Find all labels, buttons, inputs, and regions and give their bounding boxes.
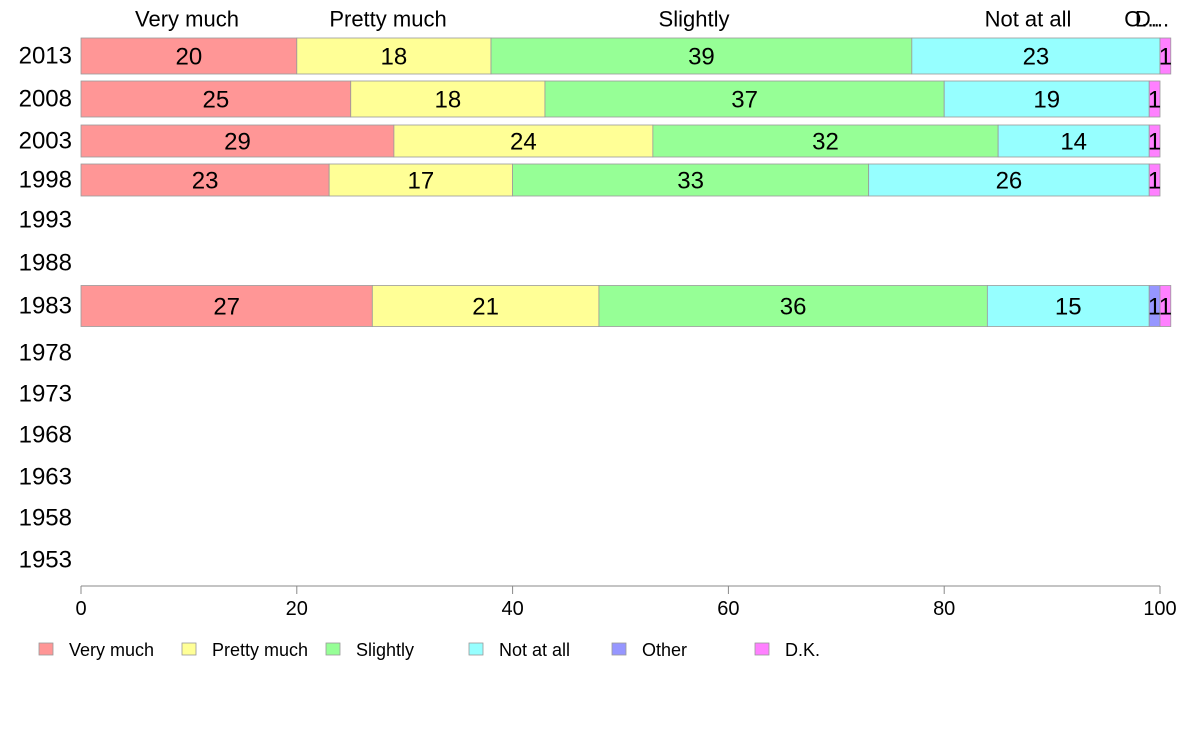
bar-segment <box>371 285 600 327</box>
bar-segment <box>80 285 373 327</box>
data-label: 17 <box>408 168 435 195</box>
y-tick-label: 1958 <box>19 505 72 532</box>
bar-segment <box>80 80 352 118</box>
bar-segment <box>80 37 298 75</box>
top-category-label: D... <box>1135 7 1169 32</box>
data-label: 19 <box>1033 87 1060 114</box>
bar-segment <box>1148 163 1161 197</box>
bar-segment <box>80 124 395 158</box>
data-label: 1 <box>1159 294 1172 321</box>
data-label: 27 <box>213 294 240 321</box>
data-label: 23 <box>1023 44 1050 71</box>
legend-swatch <box>38 642 54 656</box>
legend-label: D.K. <box>785 640 820 660</box>
data-label: 18 <box>381 44 408 71</box>
y-tick-label: 2013 <box>19 43 72 70</box>
data-label: 18 <box>435 87 462 114</box>
top-category-label: Very much <box>135 7 239 32</box>
legend: Very much Pretty much Slightly Not at all Ot… <box>38 640 820 660</box>
legend-label: Very much <box>69 640 154 660</box>
legend-swatch <box>754 642 770 656</box>
x-axis: 0 20 40 60 80 100 <box>75 585 1177 620</box>
data-label: 15 <box>1055 294 1082 321</box>
data-label: 32 <box>812 129 839 156</box>
legend-swatch <box>611 642 627 656</box>
y-tick-label: 1978 <box>19 340 72 367</box>
data-label: 14 <box>1060 129 1087 156</box>
y-tick-label: 1998 <box>19 167 72 194</box>
data-label: 1 <box>1148 294 1161 321</box>
legend-swatch <box>325 642 341 656</box>
bar-segment <box>1148 80 1161 118</box>
y-tick-label: 1988 <box>19 250 72 277</box>
bar-segment <box>997 124 1150 158</box>
bar-segment <box>328 163 514 197</box>
bar-segment <box>512 163 870 197</box>
y-axis: 2013 2008 2003 1998 1993 1988 1983 1978 1973 1968… <box>19 43 72 574</box>
y-tick-label: 2008 <box>19 86 72 113</box>
data-label: 33 <box>677 168 704 195</box>
data-label: 1 <box>1148 168 1161 195</box>
x-tick-label: 100 <box>1143 598 1176 620</box>
legend-label: Other <box>642 640 687 660</box>
bar-segment <box>490 37 913 75</box>
bar-segment <box>1148 124 1161 158</box>
bar-segment <box>868 163 1150 197</box>
y-tick-label: 1993 <box>19 207 72 234</box>
top-category-label: O... <box>1124 7 1159 32</box>
bar-segment <box>80 163 330 197</box>
data-label: 1 <box>1159 44 1172 71</box>
data-label: 36 <box>780 294 807 321</box>
bar-segment <box>652 124 999 158</box>
bar-segment <box>986 285 1150 327</box>
data-label: 23 <box>192 168 219 195</box>
bars: 20 18 39 23 1 25 18 37 19 1 29 24 32 14 1 23 17 33 26 1 27 21… <box>80 37 1172 327</box>
data-label: 1 <box>1148 129 1161 156</box>
legend-swatch <box>181 642 197 656</box>
data-label: 26 <box>996 168 1023 195</box>
data-label: 25 <box>203 87 230 114</box>
y-tick-label: 1968 <box>19 422 72 449</box>
legend-label: Slightly <box>356 640 414 660</box>
data-label: 37 <box>731 87 758 114</box>
x-tick-label: 60 <box>717 598 739 620</box>
legend-label: Not at all <box>499 640 570 660</box>
legend-swatch <box>468 642 484 656</box>
bar-segment <box>296 37 492 75</box>
x-tick-label: 20 <box>286 598 308 620</box>
data-label: 29 <box>224 129 251 156</box>
y-tick-label: 1953 <box>19 547 72 574</box>
data-label: 24 <box>510 129 537 156</box>
bar-segment <box>1159 285 1172 327</box>
y-tick-label: 1963 <box>19 464 72 491</box>
bar-segment <box>393 124 654 158</box>
top-category-label: Pretty much <box>329 7 446 32</box>
bar-segment <box>1159 37 1172 75</box>
legend-label: Pretty much <box>212 640 308 660</box>
data-label: 20 <box>176 44 203 71</box>
x-tick-label: 0 <box>75 598 86 620</box>
bar-segment <box>911 37 1161 75</box>
y-tick-label: 1973 <box>19 381 72 408</box>
bar-segment <box>598 285 988 327</box>
bar-segment <box>943 80 1150 118</box>
x-tick-label: 80 <box>933 598 955 620</box>
data-label: 39 <box>688 44 715 71</box>
top-category-label: Not at all <box>985 7 1072 32</box>
y-tick-label: 1983 <box>19 293 72 320</box>
y-tick-label: 2003 <box>19 128 72 155</box>
data-label: 21 <box>472 294 499 321</box>
top-category-label: Slightly <box>659 7 730 32</box>
x-tick-label: 40 <box>501 598 523 620</box>
top-labels: Very much Pretty much Slightly Not at all O.… <box>135 7 1169 32</box>
bar-segment <box>350 80 546 118</box>
data-label: 1 <box>1148 87 1161 114</box>
bar-segment <box>544 80 945 118</box>
